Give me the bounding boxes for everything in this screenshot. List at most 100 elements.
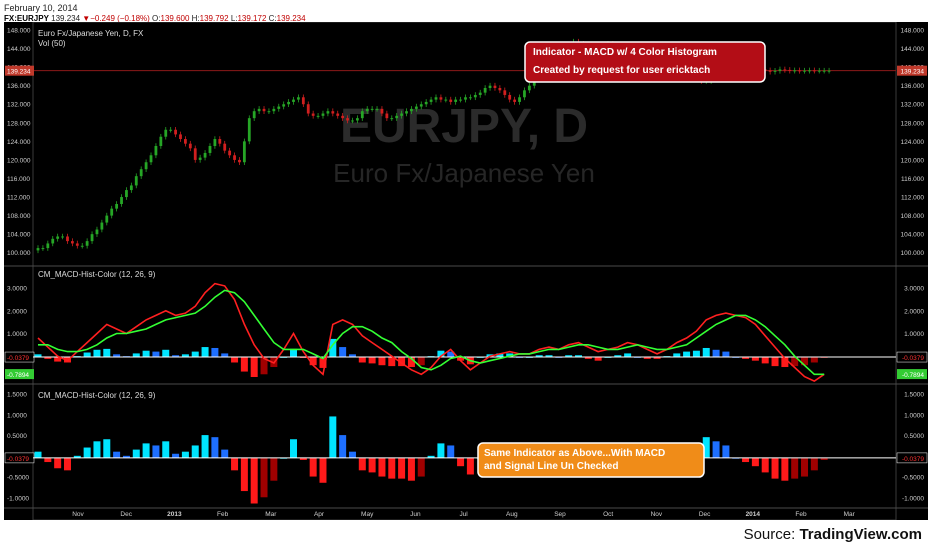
price-tick-left: 116.000 bbox=[7, 176, 30, 183]
hist-tick-right: -0.5000 bbox=[902, 475, 924, 482]
candle-body bbox=[414, 106, 418, 109]
hist-tick-right: 1.5000 bbox=[904, 392, 924, 399]
hist-bar bbox=[810, 457, 818, 471]
candle-body bbox=[292, 99, 295, 102]
annotation-top-line2: Created by request for user ericktach bbox=[533, 65, 710, 76]
watermark-name: Euro Fx/Japanese Yen bbox=[333, 158, 595, 188]
time-tick: Feb bbox=[795, 511, 807, 518]
candle-body bbox=[390, 118, 394, 120]
last-price-badge-right bbox=[897, 65, 927, 76]
candle-body bbox=[365, 108, 369, 112]
candle-body bbox=[464, 97, 467, 100]
candle-body bbox=[331, 111, 335, 114]
candle-body bbox=[778, 69, 782, 71]
candle-body bbox=[66, 236, 69, 242]
candle-body bbox=[370, 108, 374, 110]
candle-body bbox=[459, 99, 462, 101]
hist-bar bbox=[427, 455, 435, 458]
header-close: 139.234 bbox=[276, 14, 306, 23]
hist-bar bbox=[407, 457, 415, 481]
candle-body bbox=[449, 99, 453, 102]
macd-hist-bar bbox=[201, 347, 209, 358]
hist-bar bbox=[122, 455, 130, 458]
hist-bar bbox=[791, 457, 799, 479]
candle-body bbox=[380, 108, 384, 114]
candle-body bbox=[311, 113, 315, 116]
macd-hist-bar bbox=[565, 355, 573, 358]
candle-body bbox=[783, 69, 787, 71]
candle-body bbox=[326, 111, 330, 114]
hist-bar bbox=[270, 457, 278, 481]
price-tick-left: 124.000 bbox=[7, 139, 31, 146]
header-symbol[interactable]: FX:EURJPY bbox=[4, 14, 49, 23]
macd-hist-bar bbox=[683, 351, 691, 358]
candle-body bbox=[405, 111, 408, 114]
candle-body bbox=[218, 139, 222, 144]
hist-zero-label-left: -0.0379 bbox=[7, 456, 29, 463]
hist-bar bbox=[201, 435, 209, 458]
candle-body bbox=[115, 204, 119, 209]
macd-hist-bar bbox=[34, 354, 42, 358]
annotation-bottom-line1: Same Indicator as Above...With MACD bbox=[484, 448, 665, 459]
time-tick: Apr bbox=[314, 511, 325, 518]
hist-bar bbox=[388, 457, 396, 479]
macd-line bbox=[37, 282, 825, 383]
candle-body bbox=[95, 229, 99, 235]
hist-bar bbox=[132, 449, 140, 458]
hist-tick-right: -1.0000 bbox=[902, 495, 924, 502]
macd-hist-bar bbox=[191, 351, 199, 358]
candle-body bbox=[306, 104, 310, 114]
hist-bar bbox=[63, 457, 71, 471]
hist-bar bbox=[358, 457, 366, 471]
time-tick: Jun bbox=[410, 511, 421, 518]
candle-body bbox=[134, 176, 138, 186]
candle-body bbox=[80, 245, 84, 247]
hist-bar bbox=[54, 457, 62, 469]
macd-hist-bar bbox=[250, 357, 258, 378]
candle-body bbox=[184, 139, 187, 144]
candle-body bbox=[277, 106, 281, 109]
macd-hist-bar bbox=[506, 353, 514, 358]
candle-body bbox=[41, 248, 45, 250]
header-last: 139.234 bbox=[51, 14, 81, 23]
hist-bar bbox=[781, 457, 789, 481]
hist-bar bbox=[250, 457, 258, 504]
price-tick-left: 132.000 bbox=[7, 102, 31, 109]
annotation-bottom-line2: and Signal Line Un Checked bbox=[484, 461, 618, 472]
hist-bar bbox=[447, 445, 455, 458]
candle-body bbox=[798, 70, 802, 72]
candle-body bbox=[812, 70, 816, 72]
macd-hist-bar bbox=[742, 357, 750, 359]
time-tick: Dec bbox=[120, 511, 132, 518]
macd-tick-left: 3.0000 bbox=[7, 286, 27, 293]
macd-axis: 1.0000 1.0000 2.0000 2.0000 3.0000 3.0000 -0.0… bbox=[4, 286, 928, 380]
macd-hist-bar bbox=[93, 349, 101, 358]
candle-body bbox=[70, 241, 74, 244]
candle-body bbox=[125, 190, 128, 198]
hist-bar bbox=[722, 445, 730, 458]
time-tick: Mar bbox=[844, 511, 856, 518]
macd-hist-bar bbox=[142, 350, 150, 358]
hist-zero-label-right: -0.0379 bbox=[902, 456, 924, 463]
candle-body bbox=[493, 85, 497, 88]
chart-canvas[interactable]: EURJPY, D Euro Fx/Japanese Yen Euro Fx/J… bbox=[4, 22, 928, 520]
header-change: ▼−0.249 (−0.18%) bbox=[82, 14, 150, 23]
macd-hist-bar bbox=[417, 357, 425, 366]
macd-hist-bar bbox=[152, 351, 160, 358]
header-close-label: C: bbox=[268, 14, 277, 23]
macd-hist-bar bbox=[260, 357, 268, 375]
footer-brand[interactable]: TradingView.com bbox=[799, 526, 922, 543]
price-tick-right: 120.000 bbox=[901, 157, 925, 164]
candle-body bbox=[788, 69, 792, 71]
hist-bar bbox=[398, 457, 406, 479]
macd-tick-right: 1.0000 bbox=[904, 331, 924, 338]
macd-hist-bar bbox=[624, 353, 632, 358]
macd-zero-label-right: -0.0379 bbox=[902, 355, 924, 362]
candle-body bbox=[233, 155, 236, 160]
hist-bar bbox=[93, 441, 101, 458]
hist-bar bbox=[231, 457, 239, 471]
candle-body bbox=[247, 118, 251, 142]
price-tick-left: 128.000 bbox=[7, 120, 31, 127]
macd-hist-bar bbox=[791, 357, 799, 367]
candle-body bbox=[139, 169, 143, 177]
